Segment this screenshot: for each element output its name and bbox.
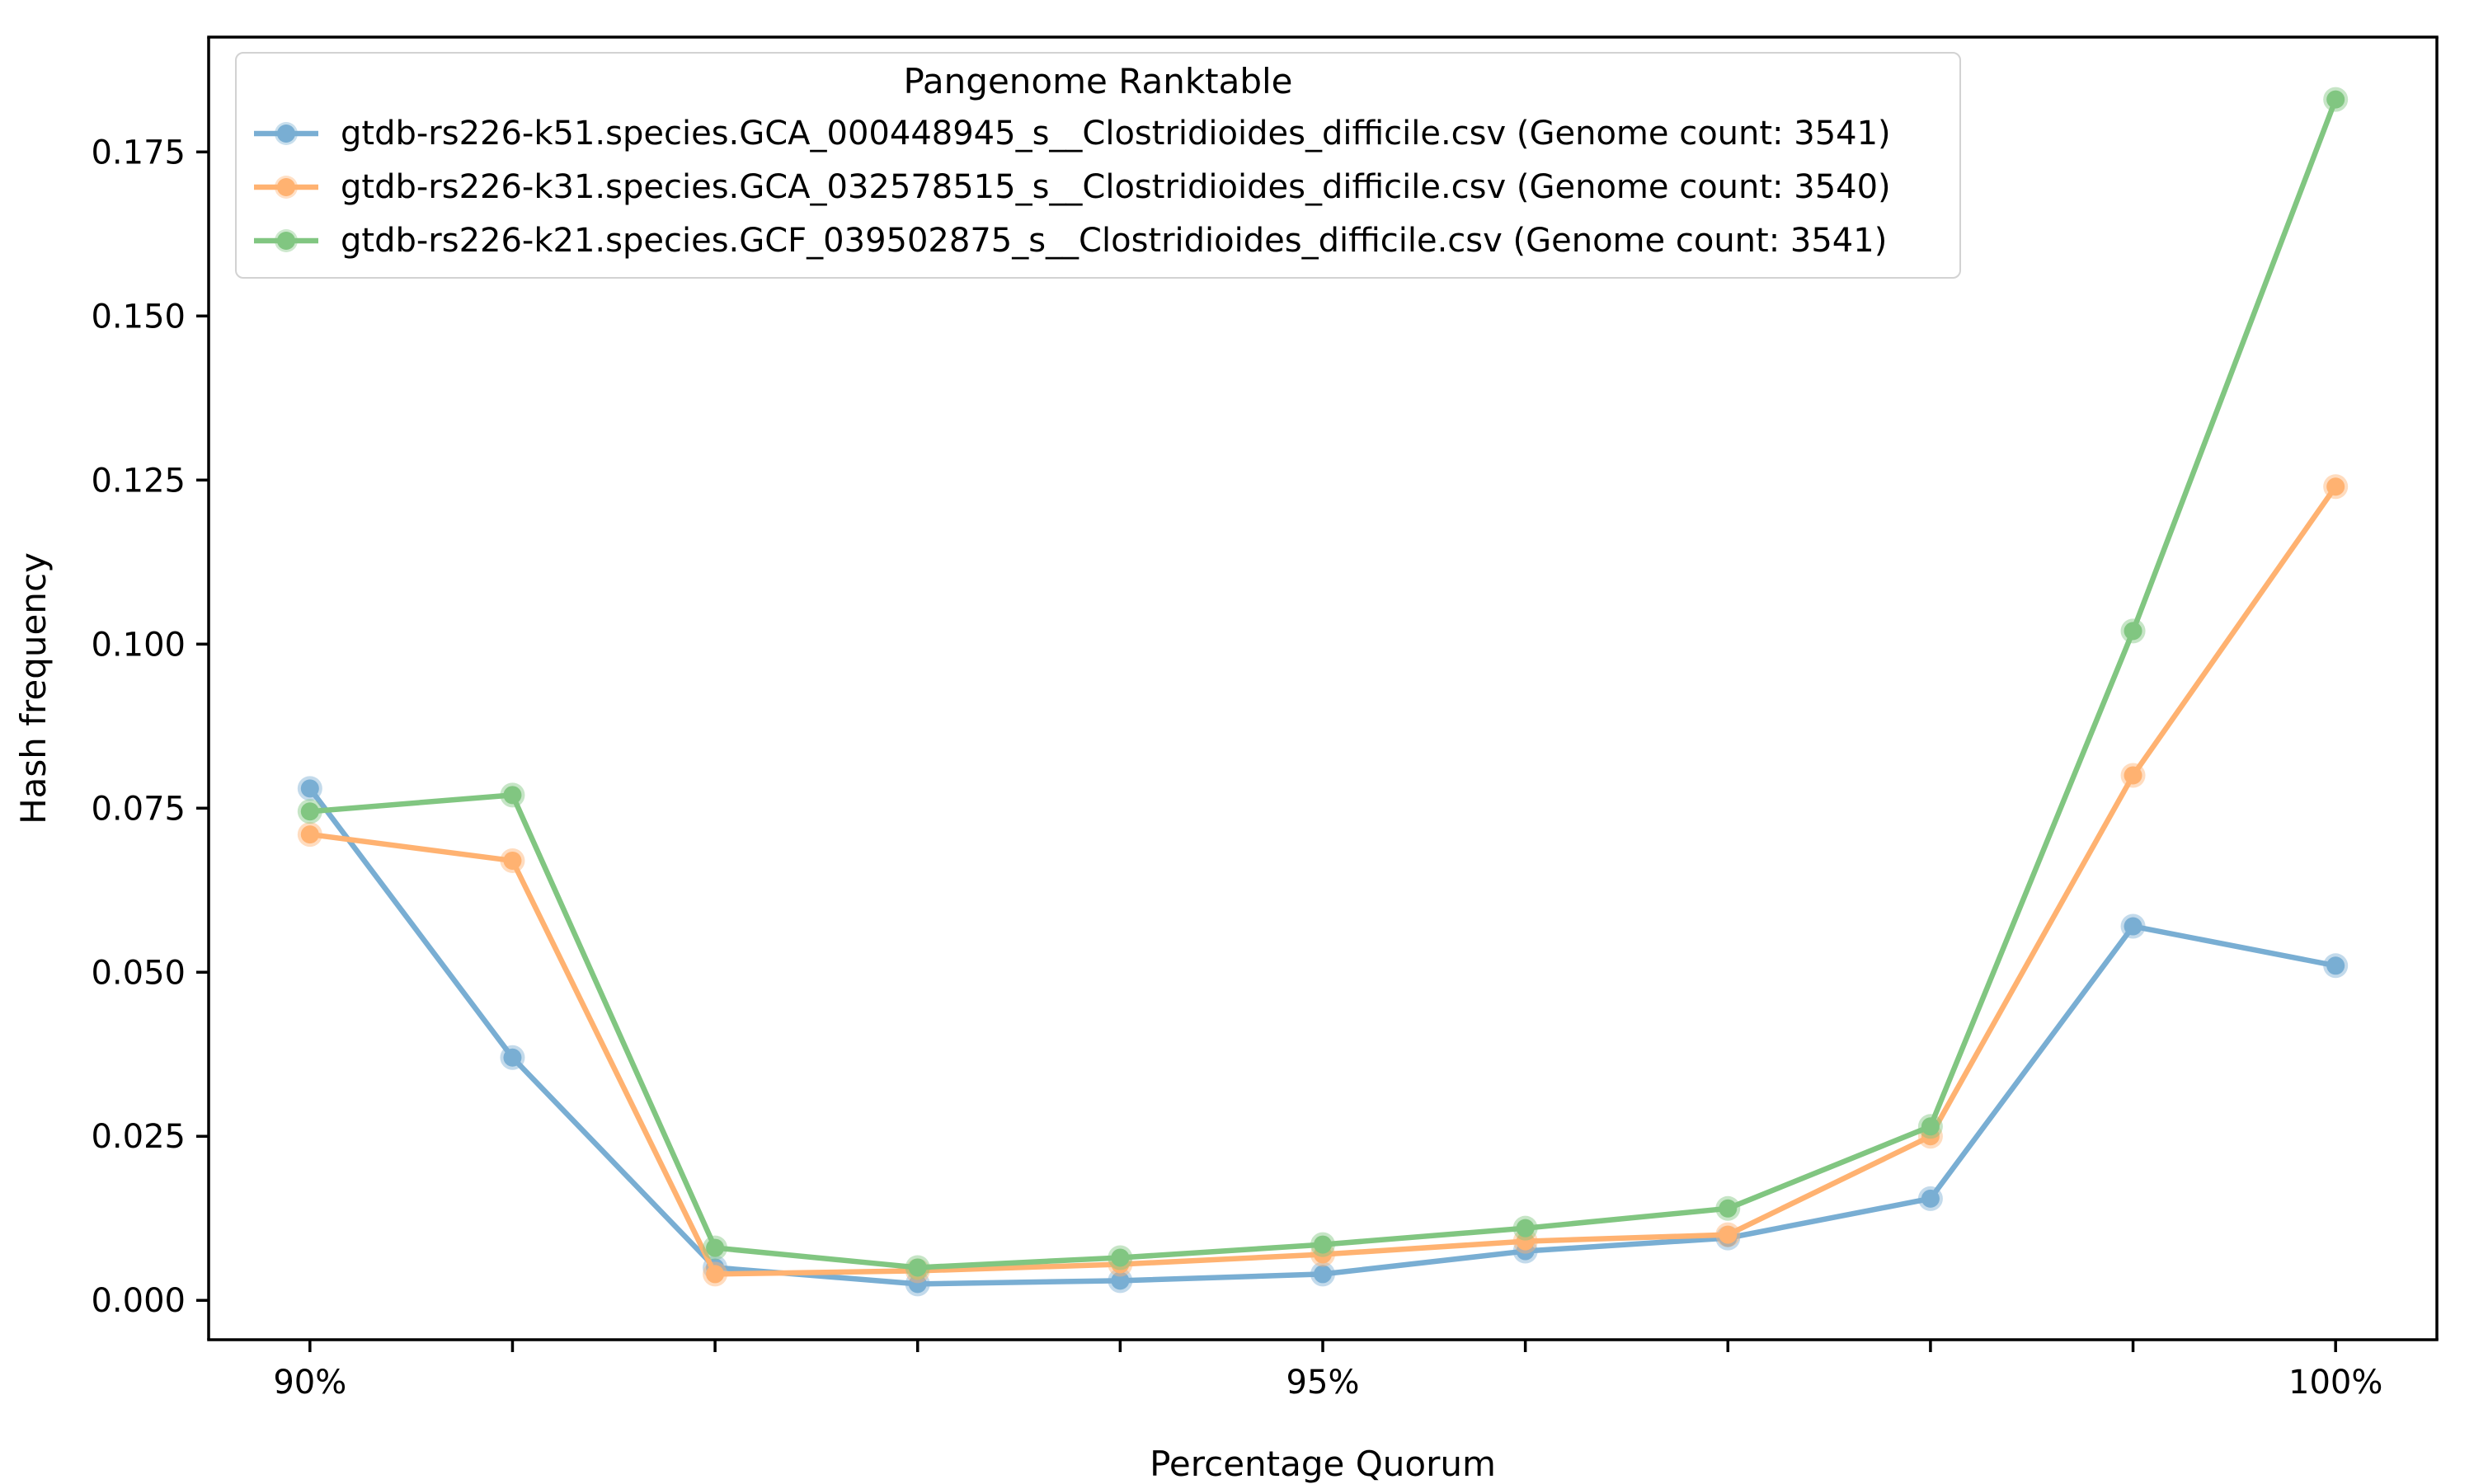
data-point	[1719, 1225, 1738, 1244]
data-point	[2326, 477, 2345, 496]
legend-title: Pangenome Ranktable	[903, 61, 1293, 101]
data-point	[1921, 1117, 1940, 1136]
y-tick-label: 0.125	[91, 462, 186, 500]
data-point	[503, 1048, 522, 1067]
y-tick-label: 0.150	[91, 298, 186, 336]
data-point	[2124, 917, 2142, 936]
data-point	[1719, 1199, 1738, 1218]
data-point	[706, 1265, 725, 1284]
data-point	[300, 825, 319, 844]
x-tick-label: 95%	[1286, 1364, 1360, 1402]
x-axis-title: Percentage Quorum	[1150, 1444, 1496, 1484]
data-point	[1314, 1265, 1332, 1284]
data-point	[503, 786, 522, 805]
data-point	[1111, 1271, 1130, 1290]
data-point	[2124, 766, 2142, 785]
data-point	[300, 779, 319, 798]
series-line-0	[307, 786, 2339, 1287]
legend-entry: gtdb-rs226-k51.species.GCA_000448945_s__…	[237, 106, 1959, 160]
legend-marker-line-dot	[254, 175, 318, 199]
y-axis-title: Hash frequency	[13, 552, 54, 824]
data-point	[1111, 1248, 1130, 1267]
y-tick-label: 0.175	[91, 134, 186, 171]
x-tick-label: 100%	[2288, 1364, 2382, 1402]
data-point	[908, 1258, 927, 1277]
y-tick-label: 0.050	[91, 954, 186, 992]
data-point	[2326, 90, 2345, 109]
data-point	[908, 1275, 927, 1294]
data-point	[300, 802, 319, 821]
legend-entry: gtdb-rs226-k21.species.GCF_039502875_s__…	[237, 214, 1959, 267]
data-point	[2124, 622, 2142, 641]
y-tick-label: 0.100	[91, 626, 186, 664]
data-point	[503, 851, 522, 870]
data-point	[1314, 1235, 1332, 1254]
y-tick-label: 0.025	[91, 1118, 186, 1156]
legend-entry-label: gtdb-rs226-k21.species.GCF_039502875_s__…	[341, 221, 1888, 260]
legend-entry: gtdb-rs226-k31.species.GCA_032578515_s__…	[237, 160, 1959, 214]
data-point	[1921, 1189, 1940, 1208]
legend: Pangenome Ranktable gtdb-rs226-k51.speci…	[235, 52, 1961, 279]
x-tick-label: 90%	[273, 1364, 346, 1402]
legend-entry-label: gtdb-rs226-k31.species.GCA_032578515_s__…	[341, 167, 1891, 206]
legend-entry-label: gtdb-rs226-k51.species.GCA_000448945_s__…	[341, 114, 1891, 153]
data-point	[2326, 956, 2345, 975]
y-tick-label: 0.000	[91, 1282, 186, 1320]
legend-marker-line-dot	[254, 228, 318, 252]
y-tick-label: 0.075	[91, 790, 186, 828]
data-point	[706, 1238, 725, 1257]
data-point	[1516, 1219, 1535, 1237]
legend-marker-line-dot	[254, 121, 318, 145]
data-point	[1516, 1232, 1535, 1251]
